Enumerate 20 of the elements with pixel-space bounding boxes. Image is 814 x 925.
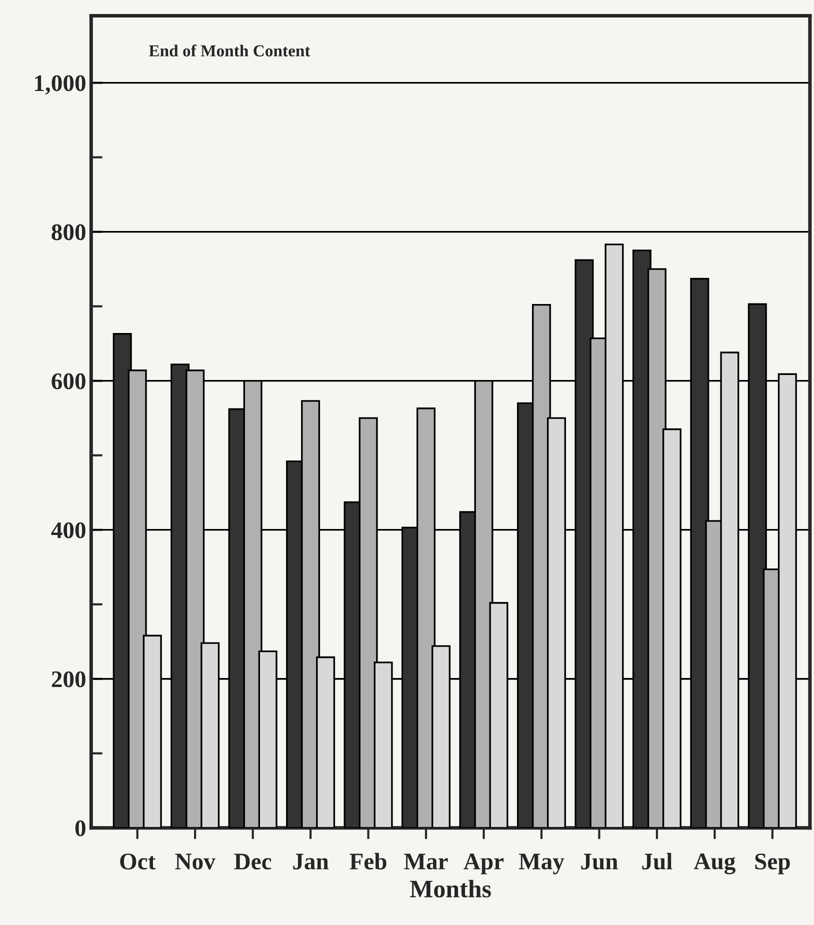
y-tick-label: 1,000: [35, 75, 86, 95]
x-tick-label: Apr: [464, 854, 504, 874]
x-tick-label: Oct: [120, 854, 156, 870]
x-tick-label: Sep: [755, 854, 790, 874]
x-tick-label: May: [518, 854, 564, 874]
x-tick-label: Aug: [694, 853, 736, 874]
x-axis-title: Months: [410, 880, 491, 898]
x-tick-label: Jun: [581, 854, 618, 870]
y-tick-label: 200: [52, 671, 86, 688]
y-tick-label: 800: [52, 224, 86, 240]
y-tick-label: 600: [52, 373, 86, 390]
x-tick-label: Nov: [175, 854, 216, 870]
y-tick-label: 400: [51, 522, 86, 538]
text: End of Month Content: [148, 44, 310, 56]
x-tick-label: Feb: [350, 852, 386, 870]
x-tick-label: Mar: [404, 854, 448, 870]
y-tick-label: 0: [75, 820, 86, 836]
x-tick-label: Jul: [642, 852, 672, 870]
x-tick-label: Jan: [293, 854, 329, 870]
x-tick-label: Dec: [234, 854, 272, 870]
